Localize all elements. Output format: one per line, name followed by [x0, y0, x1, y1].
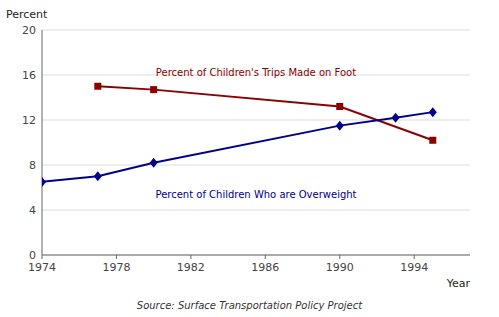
x-tick-label: 1986: [251, 261, 279, 274]
y-axis-label: Percent: [6, 8, 48, 21]
series-label: Percent of Children Who are Overweight: [155, 189, 356, 200]
y-tick-label: 8: [29, 159, 36, 172]
y-tick-label: 12: [22, 114, 36, 127]
point-marker: [150, 86, 157, 93]
x-tick: [265, 255, 266, 259]
point-marker: [429, 137, 436, 144]
y-tick-label: 20: [22, 24, 36, 37]
x-tick: [42, 255, 43, 259]
x-axis-label: Year: [446, 277, 471, 290]
x-tick-label: 1994: [400, 261, 428, 274]
x-tick-label: 1982: [177, 261, 205, 274]
chart: 048121620197419781982198619901994Percent…: [0, 0, 499, 317]
x-tick-label: 1978: [102, 261, 130, 274]
point-marker: [94, 171, 102, 181]
y-tick-label: 4: [29, 204, 36, 217]
point-marker: [150, 158, 158, 168]
x-tick: [190, 255, 191, 259]
x-tick: [116, 255, 117, 259]
series-labels: Percent of Children's Trips Made on Foot…: [155, 67, 356, 200]
grid-line: [42, 210, 470, 211]
x-tick-label: 1974: [28, 261, 56, 274]
x-tick: [339, 255, 340, 259]
y-axis: [42, 30, 43, 255]
grid-line: [42, 255, 470, 256]
series-label: Percent of Children's Trips Made on Foot: [156, 67, 356, 78]
plot-area: [42, 83, 437, 187]
point-marker: [336, 103, 343, 110]
grid-line: [42, 30, 470, 31]
grid: [42, 30, 470, 255]
y-tick-label: 16: [22, 69, 36, 82]
point-marker: [429, 107, 437, 117]
point-marker: [392, 113, 400, 123]
x-tick-label: 1990: [326, 261, 354, 274]
series-line: [98, 86, 433, 140]
point-marker: [42, 177, 46, 187]
grid-line: [42, 120, 470, 121]
point-marker: [94, 83, 101, 90]
series-line: [42, 112, 433, 182]
point-marker: [336, 121, 344, 131]
source: Source: Surface Transportation Policy Pr…: [137, 300, 363, 311]
x-axis: [42, 255, 470, 256]
grid-line: [42, 165, 470, 166]
x-tick: [414, 255, 415, 259]
